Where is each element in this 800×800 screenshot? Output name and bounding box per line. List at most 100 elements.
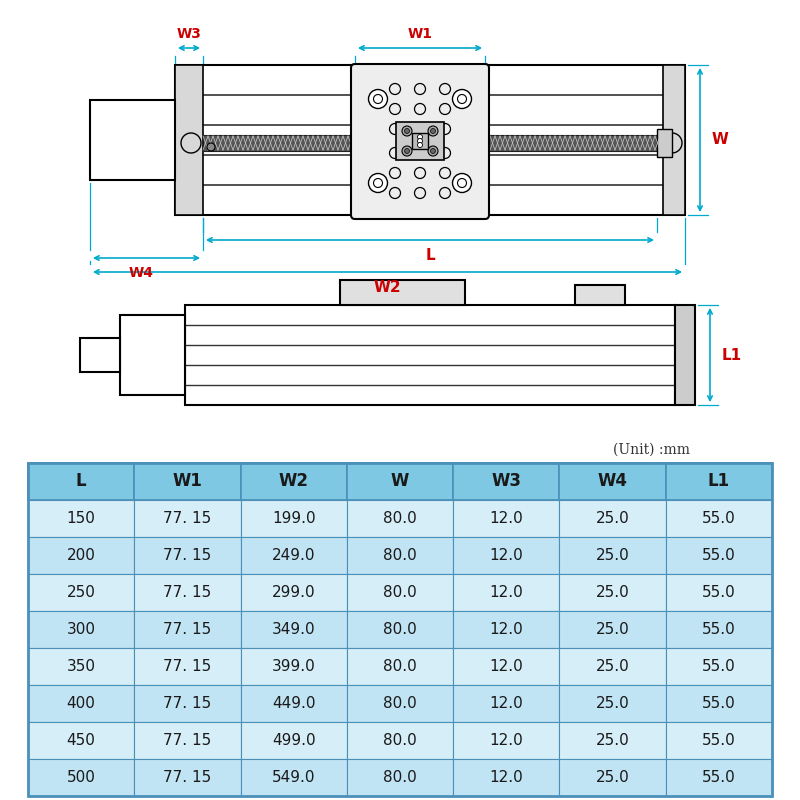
Text: 80.0: 80.0 bbox=[383, 585, 417, 600]
Text: 80.0: 80.0 bbox=[383, 622, 417, 637]
Polygon shape bbox=[28, 759, 134, 796]
Text: 80.0: 80.0 bbox=[383, 770, 417, 785]
Text: 250: 250 bbox=[66, 585, 95, 600]
Polygon shape bbox=[134, 500, 241, 537]
Text: 12.0: 12.0 bbox=[490, 585, 523, 600]
Polygon shape bbox=[134, 537, 241, 574]
Text: 55.0: 55.0 bbox=[702, 548, 736, 563]
Circle shape bbox=[430, 149, 435, 154]
Polygon shape bbox=[666, 574, 772, 611]
Circle shape bbox=[428, 146, 438, 156]
Circle shape bbox=[369, 174, 387, 193]
Text: 12.0: 12.0 bbox=[490, 696, 523, 711]
Text: W: W bbox=[711, 133, 729, 147]
Polygon shape bbox=[347, 611, 453, 648]
Text: 55.0: 55.0 bbox=[702, 659, 736, 674]
Polygon shape bbox=[90, 100, 175, 180]
Text: 200: 200 bbox=[66, 548, 95, 563]
Polygon shape bbox=[175, 65, 685, 215]
Text: 77. 15: 77. 15 bbox=[163, 548, 211, 563]
Text: 80.0: 80.0 bbox=[383, 696, 417, 711]
Text: 77. 15: 77. 15 bbox=[163, 585, 211, 600]
Polygon shape bbox=[241, 685, 347, 722]
Text: 25.0: 25.0 bbox=[596, 770, 630, 785]
Text: (Unit) :mm: (Unit) :mm bbox=[613, 443, 690, 457]
Text: W1: W1 bbox=[407, 27, 433, 41]
Text: 25.0: 25.0 bbox=[596, 733, 630, 748]
Text: L1: L1 bbox=[708, 473, 730, 490]
Polygon shape bbox=[666, 722, 772, 759]
Polygon shape bbox=[28, 463, 134, 500]
Polygon shape bbox=[203, 135, 355, 151]
Text: 25.0: 25.0 bbox=[596, 622, 630, 637]
Circle shape bbox=[405, 129, 410, 134]
Text: 80.0: 80.0 bbox=[383, 548, 417, 563]
Polygon shape bbox=[80, 338, 120, 372]
Text: L: L bbox=[425, 247, 435, 262]
Circle shape bbox=[428, 126, 438, 136]
Polygon shape bbox=[347, 537, 453, 574]
Circle shape bbox=[453, 90, 471, 109]
Polygon shape bbox=[559, 759, 666, 796]
Polygon shape bbox=[453, 759, 559, 796]
Polygon shape bbox=[120, 315, 185, 395]
Text: W3: W3 bbox=[491, 473, 522, 490]
Text: L: L bbox=[76, 473, 86, 490]
Polygon shape bbox=[340, 280, 465, 305]
Circle shape bbox=[207, 143, 215, 151]
Polygon shape bbox=[396, 122, 444, 160]
Polygon shape bbox=[28, 685, 134, 722]
Text: 249.0: 249.0 bbox=[272, 548, 315, 563]
Polygon shape bbox=[28, 537, 134, 574]
Text: 25.0: 25.0 bbox=[596, 659, 630, 674]
Text: 150: 150 bbox=[66, 511, 95, 526]
Polygon shape bbox=[241, 463, 347, 500]
Polygon shape bbox=[412, 133, 428, 149]
Circle shape bbox=[418, 142, 422, 147]
Circle shape bbox=[430, 129, 435, 134]
Polygon shape bbox=[241, 759, 347, 796]
Text: L1: L1 bbox=[722, 347, 742, 362]
FancyBboxPatch shape bbox=[351, 64, 489, 219]
Text: W2: W2 bbox=[374, 279, 402, 294]
Text: 399.0: 399.0 bbox=[272, 659, 315, 674]
Text: 449.0: 449.0 bbox=[272, 696, 315, 711]
Text: 12.0: 12.0 bbox=[490, 622, 523, 637]
Polygon shape bbox=[666, 685, 772, 722]
Polygon shape bbox=[657, 129, 672, 157]
Polygon shape bbox=[666, 500, 772, 537]
Polygon shape bbox=[28, 500, 134, 537]
Polygon shape bbox=[241, 500, 347, 537]
Text: 350: 350 bbox=[66, 659, 96, 674]
Polygon shape bbox=[453, 722, 559, 759]
Circle shape bbox=[402, 126, 412, 136]
Polygon shape bbox=[666, 759, 772, 796]
Text: 55.0: 55.0 bbox=[702, 733, 736, 748]
Polygon shape bbox=[559, 611, 666, 648]
Polygon shape bbox=[453, 685, 559, 722]
Polygon shape bbox=[453, 500, 559, 537]
Text: 55.0: 55.0 bbox=[702, 770, 736, 785]
Polygon shape bbox=[134, 759, 241, 796]
Polygon shape bbox=[241, 722, 347, 759]
Text: 199.0: 199.0 bbox=[272, 511, 315, 526]
Circle shape bbox=[418, 138, 422, 143]
Text: 77. 15: 77. 15 bbox=[163, 696, 211, 711]
Polygon shape bbox=[485, 135, 657, 151]
Text: 12.0: 12.0 bbox=[490, 770, 523, 785]
Polygon shape bbox=[559, 500, 666, 537]
Text: 12.0: 12.0 bbox=[490, 511, 523, 526]
Polygon shape bbox=[453, 574, 559, 611]
Text: 77. 15: 77. 15 bbox=[163, 659, 211, 674]
Text: 80.0: 80.0 bbox=[383, 511, 417, 526]
Polygon shape bbox=[241, 611, 347, 648]
Polygon shape bbox=[559, 722, 666, 759]
Text: 25.0: 25.0 bbox=[596, 585, 630, 600]
Text: W1: W1 bbox=[173, 473, 202, 490]
Polygon shape bbox=[453, 463, 559, 500]
Text: 55.0: 55.0 bbox=[702, 696, 736, 711]
Text: 25.0: 25.0 bbox=[596, 696, 630, 711]
Text: 25.0: 25.0 bbox=[596, 548, 630, 563]
Text: 25.0: 25.0 bbox=[596, 511, 630, 526]
Polygon shape bbox=[28, 574, 134, 611]
